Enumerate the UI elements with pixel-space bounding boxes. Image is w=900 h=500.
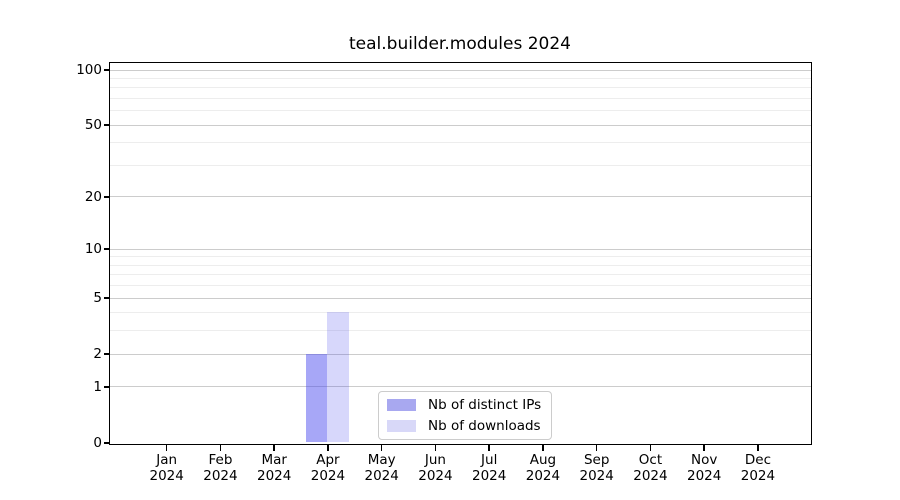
x-tick-month: Apr — [316, 452, 340, 468]
minor-gridline — [109, 77, 811, 79]
x-tick-label: Oct 2024 — [614, 452, 686, 484]
x-tick — [757, 444, 759, 451]
y-tick-label: 10 — [84, 241, 102, 258]
y-tick — [103, 297, 110, 299]
x-tick — [273, 444, 275, 451]
y-tick-label: 2 — [93, 346, 102, 363]
y-tick-label: 50 — [84, 117, 102, 134]
x-tick-month: Aug — [529, 452, 557, 468]
y-tick — [103, 386, 110, 388]
x-tick — [703, 444, 705, 451]
x-tick-month: Dec — [744, 452, 771, 468]
minor-gridline — [109, 285, 811, 287]
minor-gridline — [109, 312, 811, 314]
x-tick-label: Nov 2024 — [668, 452, 740, 484]
gridlines-layer — [109, 63, 811, 444]
x-tick-month: Nov — [691, 452, 718, 468]
legend-item-downloads: Nb of downloads — [387, 418, 541, 434]
legend-swatch-downloads — [387, 420, 416, 432]
minor-gridline — [109, 274, 811, 276]
y-tick-label: 100 — [76, 62, 102, 78]
minor-gridline — [109, 164, 811, 166]
chart-title: teal.builder.modules 2024 — [349, 34, 571, 54]
x-tick-label: Feb 2024 — [184, 452, 256, 484]
y-tick-label: 1 — [93, 378, 102, 395]
x-tick-label: Jun 2024 — [399, 452, 471, 484]
bar-nb-of-downloads — [327, 312, 349, 443]
x-tick-label: Mar 2024 — [238, 452, 310, 484]
x-tick-label: Jan 2024 — [131, 452, 203, 484]
y-tick-label: 0 — [93, 435, 102, 451]
legend-item-distinct-ips: Nb of distinct IPs — [387, 397, 541, 413]
x-tick-month: May — [367, 452, 396, 468]
x-tick-year: 2024 — [633, 468, 668, 484]
y-tick-label: 5 — [93, 290, 102, 307]
major-gridline — [109, 124, 811, 126]
x-tick-month: Sep — [583, 452, 610, 468]
legend: Nb of distinct IPs Nb of downloads — [378, 391, 553, 440]
x-tick-label: Aug 2024 — [507, 452, 579, 484]
y-tick-label: 20 — [84, 188, 102, 205]
x-tick-year: 2024 — [257, 468, 292, 484]
x-tick-month: Mar — [261, 452, 287, 468]
bars-layer — [110, 63, 811, 444]
x-tick-year: 2024 — [472, 468, 507, 484]
x-tick — [165, 444, 168, 451]
y-tick — [103, 124, 110, 126]
minor-gridline — [109, 256, 811, 258]
minor-gridline — [109, 142, 811, 144]
x-tick — [595, 444, 598, 451]
x-tick-month: Oct — [638, 452, 663, 468]
major-gridline — [109, 69, 811, 71]
y-tick — [103, 248, 110, 250]
y-tick — [103, 69, 110, 71]
major-gridline — [109, 248, 811, 250]
x-tick-year: 2024 — [418, 468, 453, 484]
x-tick-year: 2024 — [364, 468, 399, 484]
x-tick-year: 2024 — [579, 468, 614, 484]
legend-label-downloads: Nb of downloads — [428, 418, 541, 434]
legend-label-distinct-ips: Nb of distinct IPs — [428, 397, 542, 413]
major-gridline — [109, 196, 811, 198]
minor-gridline — [109, 110, 811, 112]
x-tick — [488, 444, 490, 451]
x-tick-label: Sep 2024 — [561, 452, 633, 484]
major-gridline — [109, 353, 811, 355]
x-tick-label: Jul 2024 — [453, 452, 525, 484]
x-tick-year: 2024 — [149, 468, 184, 484]
y-tick — [103, 353, 110, 355]
x-tick-year: 2024 — [525, 468, 561, 484]
x-tick — [380, 444, 383, 451]
major-gridline — [109, 386, 811, 388]
x-tick — [327, 444, 329, 451]
minor-gridline — [109, 97, 811, 99]
x-tick-label: Dec 2024 — [722, 452, 794, 484]
legend-swatch-distinct-ips — [387, 399, 416, 411]
minor-gridline — [109, 330, 811, 332]
x-tick — [219, 444, 222, 451]
x-tick-month: Jun — [424, 452, 446, 468]
y-tick — [103, 196, 110, 198]
x-tick-year: 2024 — [310, 468, 346, 484]
minor-gridline — [109, 264, 811, 266]
x-tick-year: 2024 — [740, 468, 776, 484]
x-tick-month: Jan — [156, 452, 178, 468]
x-tick — [434, 444, 437, 451]
x-tick-label: May 2024 — [346, 452, 418, 484]
minor-gridline — [109, 87, 811, 89]
x-tick-year: 2024 — [203, 468, 238, 484]
x-tick — [542, 444, 544, 451]
x-tick-month: Jul — [481, 452, 498, 468]
x-tick-label: Apr 2024 — [292, 452, 364, 484]
bar-nb-of-distinct-ips — [305, 353, 328, 443]
x-tick-year: 2024 — [687, 468, 722, 484]
x-tick — [649, 444, 652, 451]
x-tick-month: Feb — [208, 452, 233, 468]
y-tick — [103, 442, 110, 444]
plot-area — [108, 61, 812, 445]
major-gridline — [109, 297, 811, 299]
